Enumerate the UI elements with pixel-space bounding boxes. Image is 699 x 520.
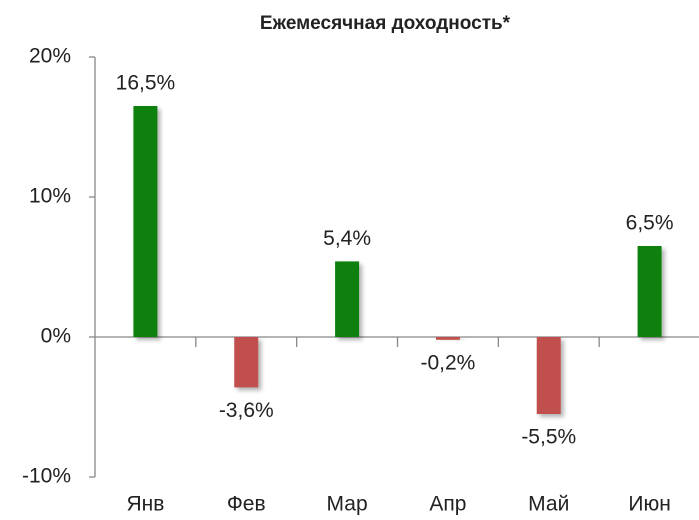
data-label: 6,5%	[626, 212, 674, 235]
data-label: -3,6%	[219, 399, 274, 422]
bar	[435, 337, 460, 340]
data-label: 5,4%	[323, 227, 371, 250]
chart-title: Ежемесячная доходность*	[260, 13, 511, 34]
data-label: -0,2%	[420, 351, 475, 374]
data-label: -5,5%	[521, 426, 576, 449]
x-tick-label: Май	[528, 493, 569, 516]
bar	[536, 337, 561, 414]
y-tick-label: 10%	[29, 185, 71, 208]
x-tick-label: Июн	[628, 493, 670, 516]
x-tick-label: Фев	[227, 493, 266, 516]
y-tick-label: -10%	[22, 465, 71, 488]
bar	[335, 261, 360, 337]
bar	[234, 337, 259, 388]
bar	[637, 246, 662, 337]
x-tick-label: Янв	[126, 493, 164, 516]
x-tick-label: Апр	[429, 493, 466, 516]
data-label: 16,5%	[116, 72, 176, 95]
x-tick-label: Мар	[327, 493, 368, 516]
y-tick-label: 0%	[41, 325, 71, 348]
y-tick-label: 20%	[29, 45, 71, 68]
bar	[133, 106, 158, 337]
